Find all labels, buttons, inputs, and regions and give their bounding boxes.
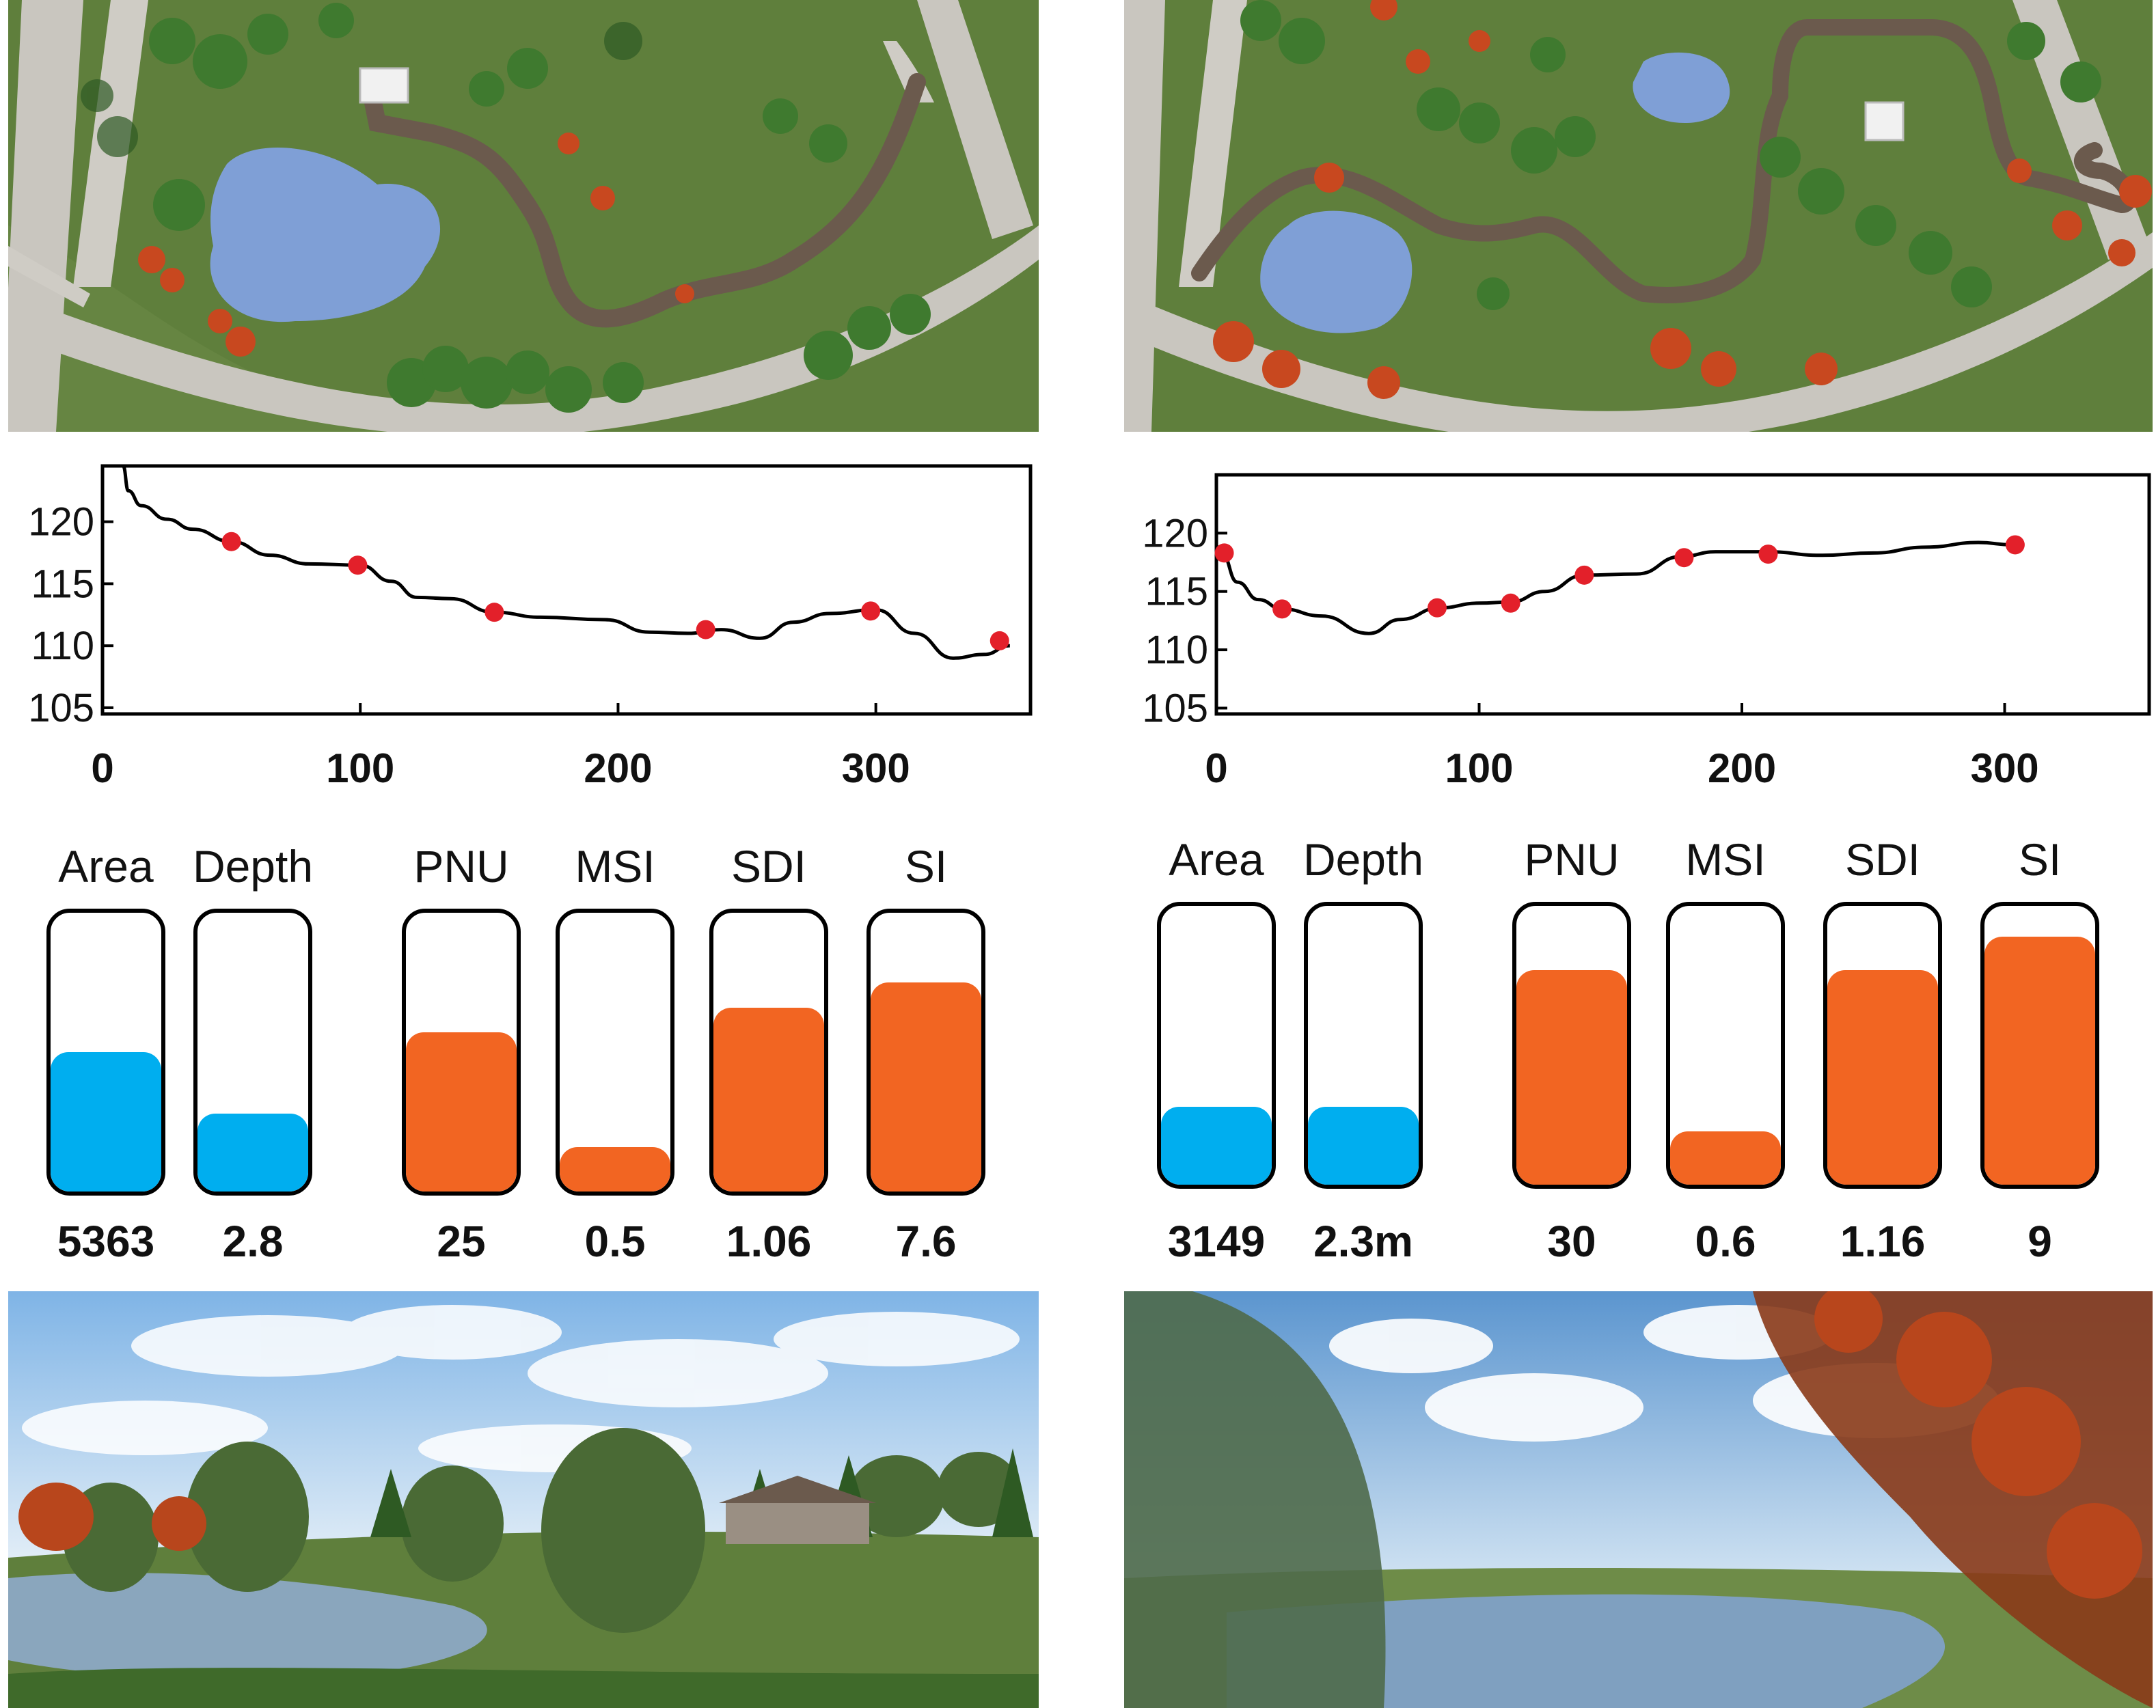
indicator-bar-fill	[1308, 1106, 1419, 1185]
indicator-bar-frame	[1980, 902, 2099, 1189]
y-tick-label: 105	[1142, 686, 1208, 730]
indicator-value: 3149	[1167, 1217, 1266, 1266]
sample-point	[221, 532, 241, 551]
indicator-label: SDI	[731, 841, 807, 892]
indicator-bar-frame	[1823, 902, 1942, 1189]
indicator-bar-frame	[1666, 902, 1785, 1189]
indicator-bar-fill	[1670, 1131, 1781, 1185]
landscape-render-right	[1124, 1291, 2153, 1708]
indicator-bar-frame	[1157, 902, 1276, 1189]
y-tick-label: 105	[28, 686, 94, 730]
x-tick-label: 100	[1445, 745, 1513, 791]
indicator-value: 2.3m	[1313, 1217, 1413, 1266]
indicator-label: Area	[1169, 834, 1264, 885]
indicator-value: 25	[437, 1217, 486, 1266]
sample-point	[696, 620, 715, 639]
sample-point	[1272, 599, 1292, 619]
elevation-profile-chart-left: 105 110 115 120 0 100 200 300	[28, 464, 1033, 791]
elevation-profile-chart-right: 105 110 115 120 0 100 200 300	[1142, 473, 2151, 791]
indicator-label: Depth	[1302, 834, 1424, 885]
indicator-value: 30	[1547, 1217, 1596, 1266]
indicator-label: SI	[904, 841, 948, 892]
indicator-bar-frame	[402, 909, 521, 1196]
y-tick-label: 110	[1145, 628, 1208, 672]
x-tick-label: 100	[326, 745, 394, 791]
indicator-bars-left: Area 5363 Depth 2.8 PNU 25 MSI 0.5 SDI 1.06 SI 7.6	[0, 820, 1052, 1298]
y-tick-label: 110	[31, 624, 94, 668]
plot-frame	[100, 464, 1033, 716]
x-tick-label: 200	[1708, 745, 1776, 791]
y-tick-label: 115	[31, 562, 94, 606]
indicator-label: PNU	[413, 841, 509, 892]
aerial-map-left	[8, 0, 1039, 432]
indicator-bar-fill	[1161, 1106, 1272, 1185]
indicator-bar-fill	[560, 1146, 670, 1192]
indicator-bar-frame	[46, 909, 165, 1196]
sample-point	[485, 603, 504, 622]
x-tick-label: 0	[1205, 745, 1227, 791]
indicator-bar-frame	[193, 909, 312, 1196]
sample-point	[2005, 535, 2025, 555]
indicator-bar-fill	[406, 1032, 517, 1192]
indicator-bar-fill	[197, 1113, 308, 1192]
indicator-label: MSI	[1685, 834, 1766, 885]
indicator-bar-frame	[709, 909, 828, 1196]
indicator-value: 2.8	[222, 1217, 284, 1266]
sample-point	[1758, 545, 1778, 564]
indicator-value: 0.5	[584, 1217, 646, 1266]
sample-point	[1214, 543, 1234, 563]
indicator-value: 7.6	[895, 1217, 957, 1266]
indicator-bar-fill	[51, 1052, 161, 1192]
x-tick-label: 0	[91, 745, 113, 791]
indicator-bar-fill	[1516, 969, 1627, 1185]
elevation-line	[1220, 540, 2013, 635]
indicator-value: 0.6	[1695, 1217, 1756, 1266]
x-tick-label: 200	[584, 745, 652, 791]
sample-point	[861, 601, 881, 621]
indicator-bar-frame	[1512, 902, 1631, 1189]
sample-point	[1574, 565, 1594, 585]
indicator-bar-frame	[867, 909, 985, 1196]
x-tick-label: 300	[842, 745, 910, 791]
indicator-label: PNU	[1524, 834, 1620, 885]
indicator-bar-fill	[1827, 969, 1938, 1185]
elevation-line	[121, 464, 1010, 660]
indicator-value: 5363	[57, 1217, 155, 1266]
indicator-value: 1.16	[1840, 1217, 1926, 1266]
sample-point	[1501, 593, 1520, 613]
indicator-value: 1.06	[726, 1217, 812, 1266]
indicator-bar-frame	[556, 909, 674, 1196]
indicator-value: 9	[2028, 1217, 2052, 1266]
sample-point	[1427, 598, 1447, 618]
sample-point	[348, 555, 368, 575]
y-tick-label: 120	[1142, 511, 1208, 555]
landscape-render-left	[8, 1291, 1039, 1708]
indicator-label: Area	[58, 841, 154, 892]
indicator-label: SDI	[1844, 834, 1921, 885]
indicator-bars-right: Area 3149 Depth 2.3m PNU 30 MSI 0.6 SDI 1.16 SI 9	[1114, 820, 2156, 1298]
indicator-bar-fill	[1984, 936, 2095, 1185]
indicator-bar-fill	[713, 1007, 824, 1192]
indicator-bar-frame	[1304, 902, 1423, 1189]
y-tick-label: 120	[28, 500, 94, 545]
x-tick-label: 300	[1970, 745, 2038, 791]
sample-point	[1674, 548, 1694, 568]
indicator-bar-fill	[871, 982, 981, 1192]
indicator-label: SI	[2018, 834, 2062, 885]
sample-point	[990, 631, 1009, 650]
indicator-label: MSI	[575, 841, 655, 892]
y-tick-label: 115	[1145, 570, 1208, 614]
plot-frame	[1214, 473, 2151, 716]
indicator-label: Depth	[192, 841, 314, 892]
aerial-map-right	[1124, 0, 2153, 432]
